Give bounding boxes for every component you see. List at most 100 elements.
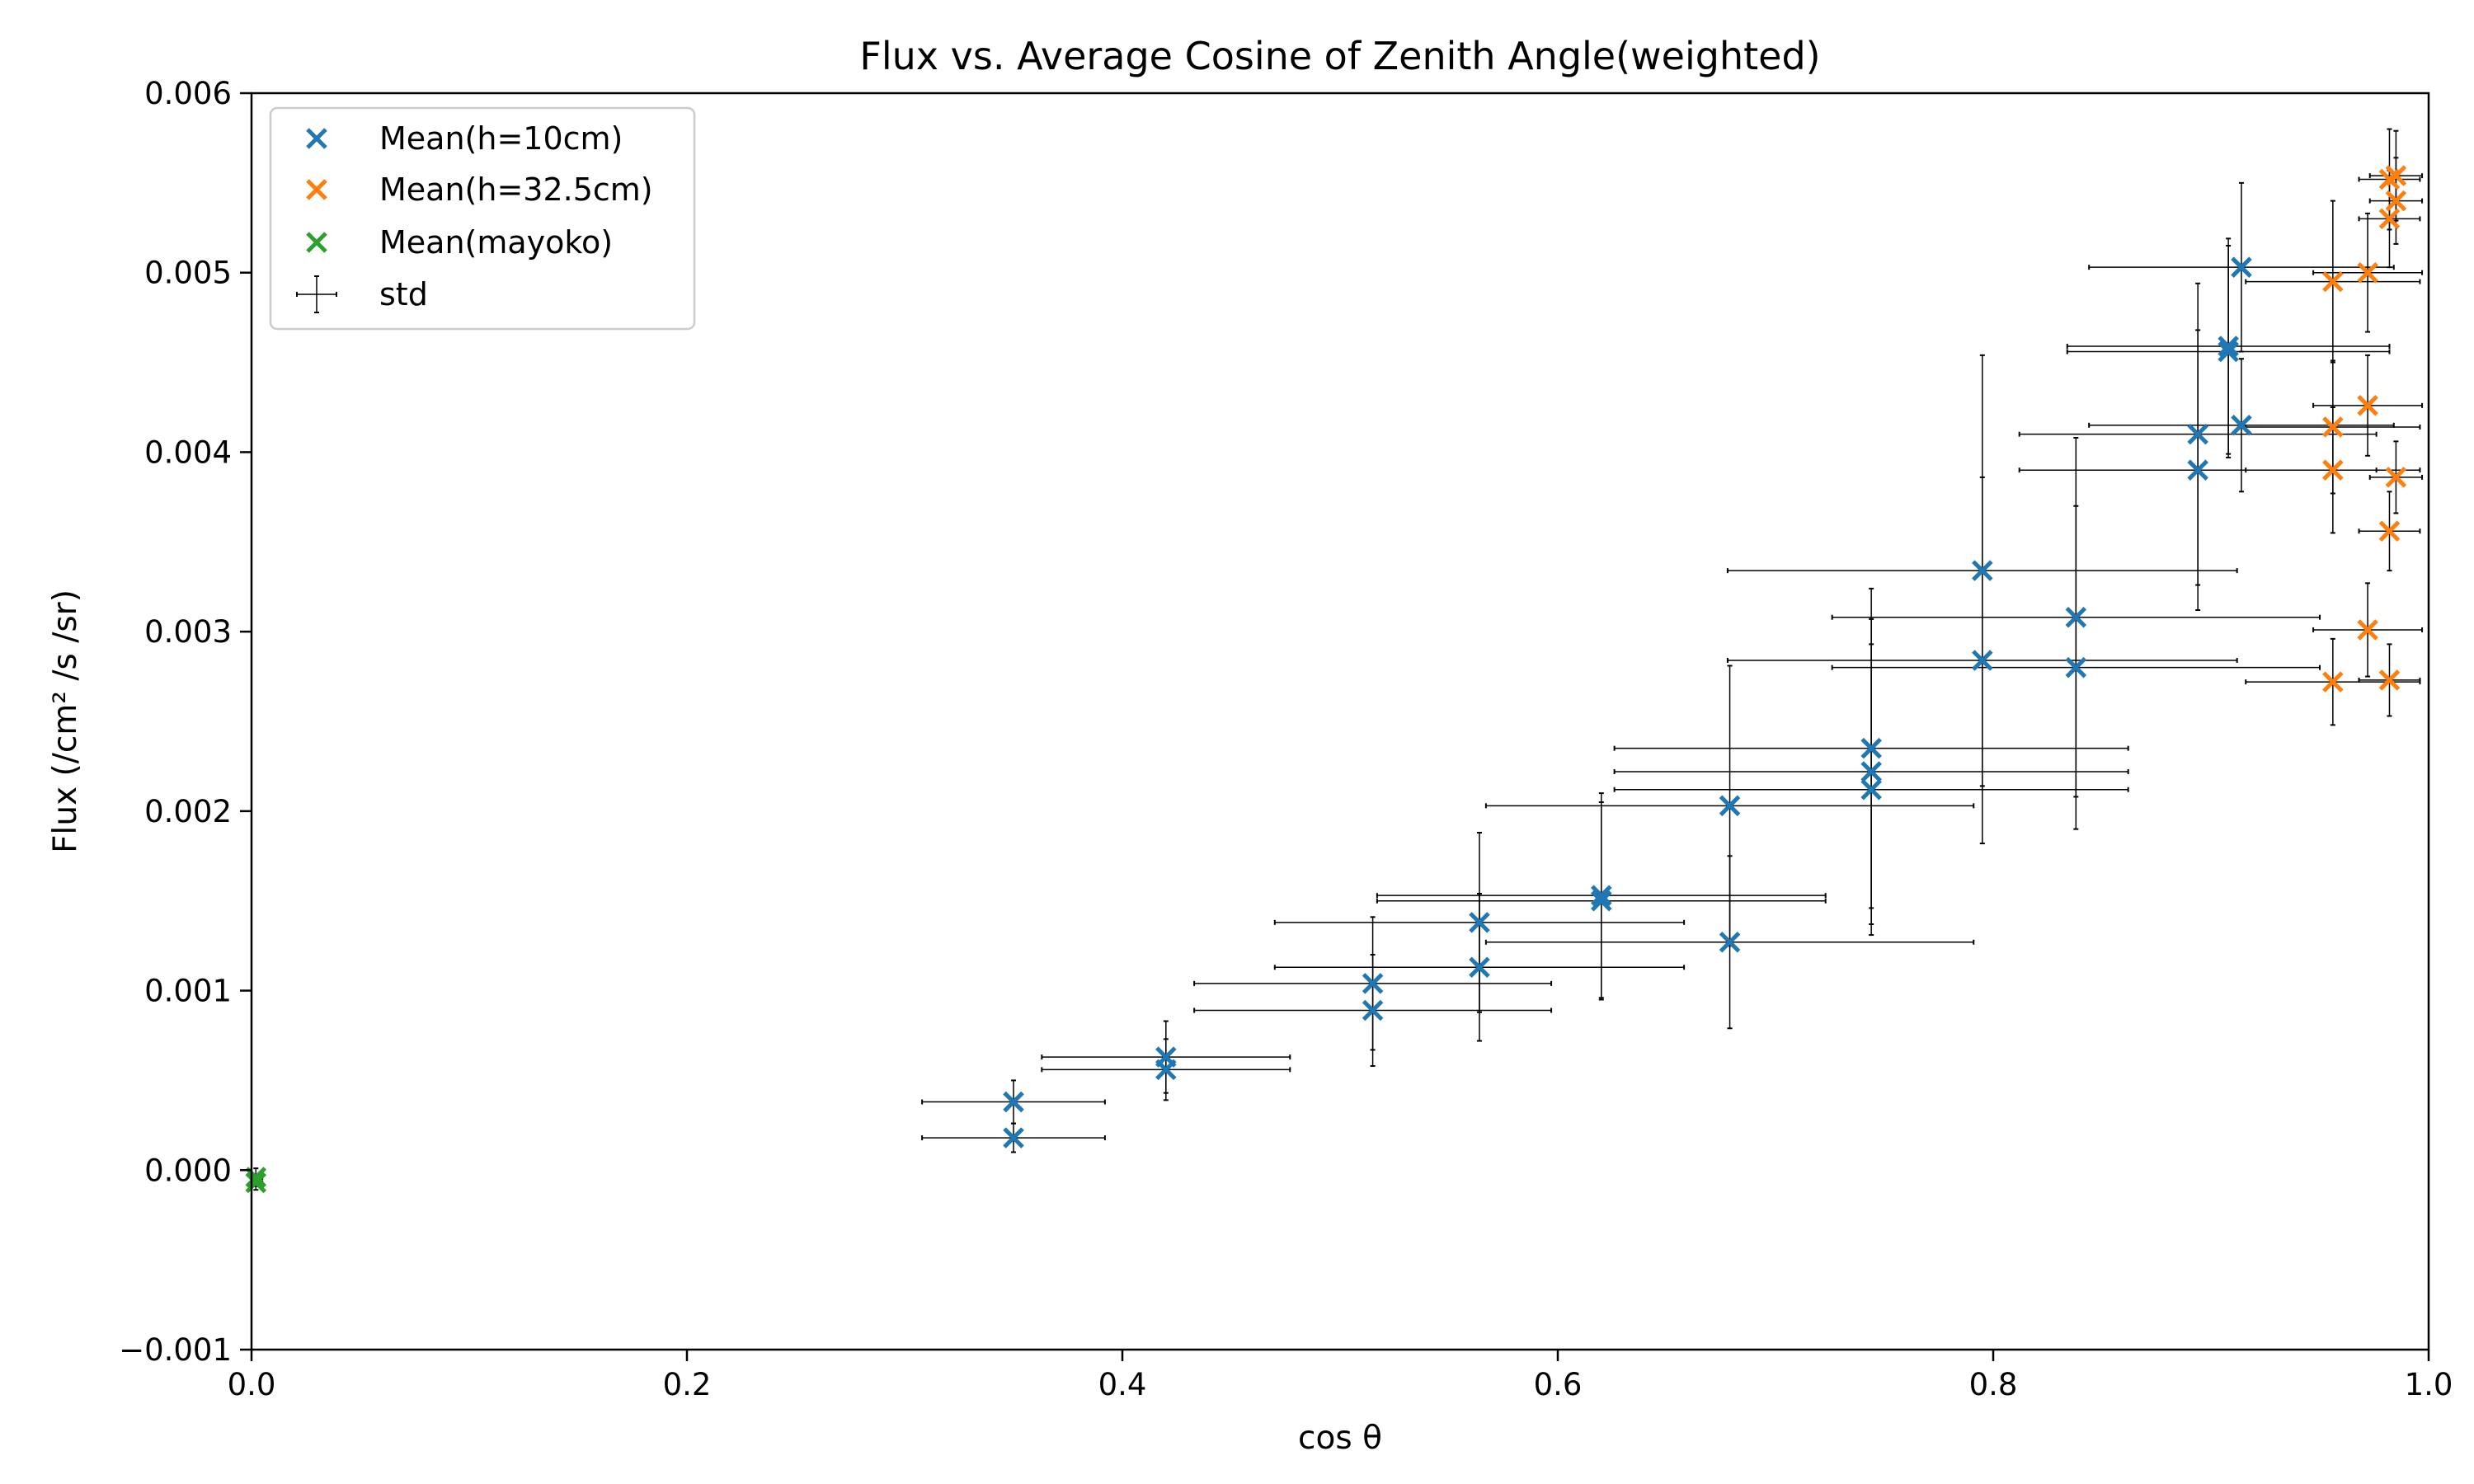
y-tick-label: 0.002: [144, 794, 232, 829]
x-mark-stroke: [1003, 1091, 1024, 1113]
data-point: [1362, 999, 1384, 1021]
legend-label: Mean(h=32.5cm): [379, 171, 653, 208]
legend-label: std: [379, 276, 428, 312]
x-mark-stroke: [1860, 778, 1882, 801]
data-point: [2385, 467, 2407, 488]
data-point: [1003, 1091, 1024, 1113]
x-mark-stroke: [2357, 261, 2378, 284]
x-mark-stroke: [2322, 459, 2344, 481]
data-point: [245, 1172, 267, 1194]
x-mark-stroke: [1860, 761, 1882, 782]
x-tick-label: 0.8: [1969, 1367, 2018, 1402]
data-markers: [245, 165, 2407, 1194]
legend: Mean(h=10cm) Mean(h=32.5cm) Mean(mayoko) st…: [269, 106, 696, 331]
data-point: [2378, 208, 2401, 230]
x-mark-stroke: [1362, 999, 1384, 1021]
data-point: [2322, 416, 2344, 438]
x-mark-stroke: [2322, 671, 2344, 693]
data-point: [2231, 256, 2252, 278]
data-point: [2357, 395, 2378, 416]
x-mark-stroke: [1003, 1127, 1024, 1148]
x-mark-stroke: [2378, 520, 2401, 542]
data-point: [2187, 423, 2208, 445]
x-mark-stroke: [306, 128, 327, 149]
x-mark-stroke: [2065, 656, 2087, 679]
data-point: [1719, 795, 1741, 817]
data-point: [1591, 885, 1612, 906]
data-point: [1719, 932, 1741, 953]
legend-label: Mean(h=10cm): [379, 120, 623, 157]
data-point: [245, 1167, 267, 1188]
x-mark-stroke: [2218, 340, 2239, 363]
y-tick-label: −0.001: [119, 1332, 232, 1368]
legend-marker: [306, 232, 327, 253]
data-point: [2322, 671, 2344, 693]
data-point: [2378, 669, 2401, 691]
x-mark-stroke: [2218, 336, 2239, 357]
data-point: [2065, 606, 2087, 628]
x-tick-label: 1.0: [2405, 1367, 2453, 1402]
data-point: [1972, 560, 1993, 581]
x-mark-stroke: [1469, 912, 1490, 933]
legend-box: [269, 106, 696, 331]
legend-std-glyph: [296, 275, 337, 313]
data-point: [1860, 778, 1882, 801]
x-mark-stroke: [2231, 256, 2252, 278]
y-axis-label: Flux (/cm² /s /sr): [47, 589, 84, 853]
y-tick-label: 0.001: [144, 974, 232, 1009]
x-tick-label: 0.0: [228, 1367, 276, 1402]
y-tick-label: 0.005: [144, 256, 232, 291]
data-point: [2378, 520, 2401, 542]
x-mark-stroke: [2385, 467, 2407, 488]
y-tick-label: 0.006: [144, 76, 232, 111]
x-mark-stroke: [245, 1172, 267, 1194]
x-mark-stroke: [2378, 669, 2401, 691]
x-mark-stroke: [2357, 619, 2378, 641]
x-mark-stroke: [1155, 1059, 1177, 1081]
data-point: [2322, 270, 2344, 293]
x-mark-stroke: [1860, 737, 1882, 759]
legend-label: Mean(mayoko): [379, 224, 613, 261]
legend-marker: [306, 179, 327, 200]
x-mark-stroke: [2378, 208, 2401, 230]
x-mark-stroke: [306, 179, 327, 200]
data-point: [2187, 459, 2208, 481]
x-axis-label: cos θ: [1298, 1420, 1382, 1457]
data-point: [2218, 340, 2239, 363]
x-mark-stroke: [2357, 395, 2378, 416]
data-point: [1155, 1059, 1177, 1081]
data-point: [2357, 619, 2378, 641]
data-point: [1860, 761, 1882, 782]
legend-marker: [306, 128, 327, 149]
chart-title: Flux vs. Average Cosine of Zenith Angle(…: [859, 34, 1820, 78]
x-mark-stroke: [1362, 973, 1384, 994]
x-mark-stroke: [1719, 795, 1741, 817]
y-axis: −0.001 0.000 0.001 0.002 0.003 0.004 0.005 0.00…: [119, 76, 252, 1368]
data-point: [2231, 415, 2252, 436]
plot-area-frame: [250, 92, 2430, 1351]
x-mark-stroke: [2187, 459, 2208, 481]
x-tick-label: 0.4: [1098, 1367, 1147, 1402]
data-point: [1591, 890, 1612, 912]
data-point: [2218, 336, 2239, 357]
x-mark-stroke: [1591, 885, 1612, 906]
x-mark-stroke: [1591, 890, 1612, 912]
x-mark-stroke: [2322, 270, 2344, 293]
x-mark-stroke: [2385, 165, 2407, 186]
data-point: [2322, 459, 2344, 481]
x-mark-stroke: [2322, 416, 2344, 438]
data-point: [1003, 1127, 1024, 1148]
x-mark-stroke: [2231, 415, 2252, 436]
x-mark-stroke: [306, 232, 327, 253]
y-tick-label: 0.003: [144, 614, 232, 650]
x-mark-stroke: [1719, 932, 1741, 953]
data-point: [1469, 912, 1490, 933]
data-point: [1860, 737, 1882, 759]
x-axis: 0.0 0.2 0.4 0.6 0.8 1.0: [228, 1350, 2453, 1402]
data-point: [2385, 190, 2407, 212]
y-tick-label: 0.004: [144, 434, 232, 470]
data-point: [1972, 650, 1993, 671]
x-mark-stroke: [245, 1167, 267, 1188]
data-point: [2065, 656, 2087, 679]
